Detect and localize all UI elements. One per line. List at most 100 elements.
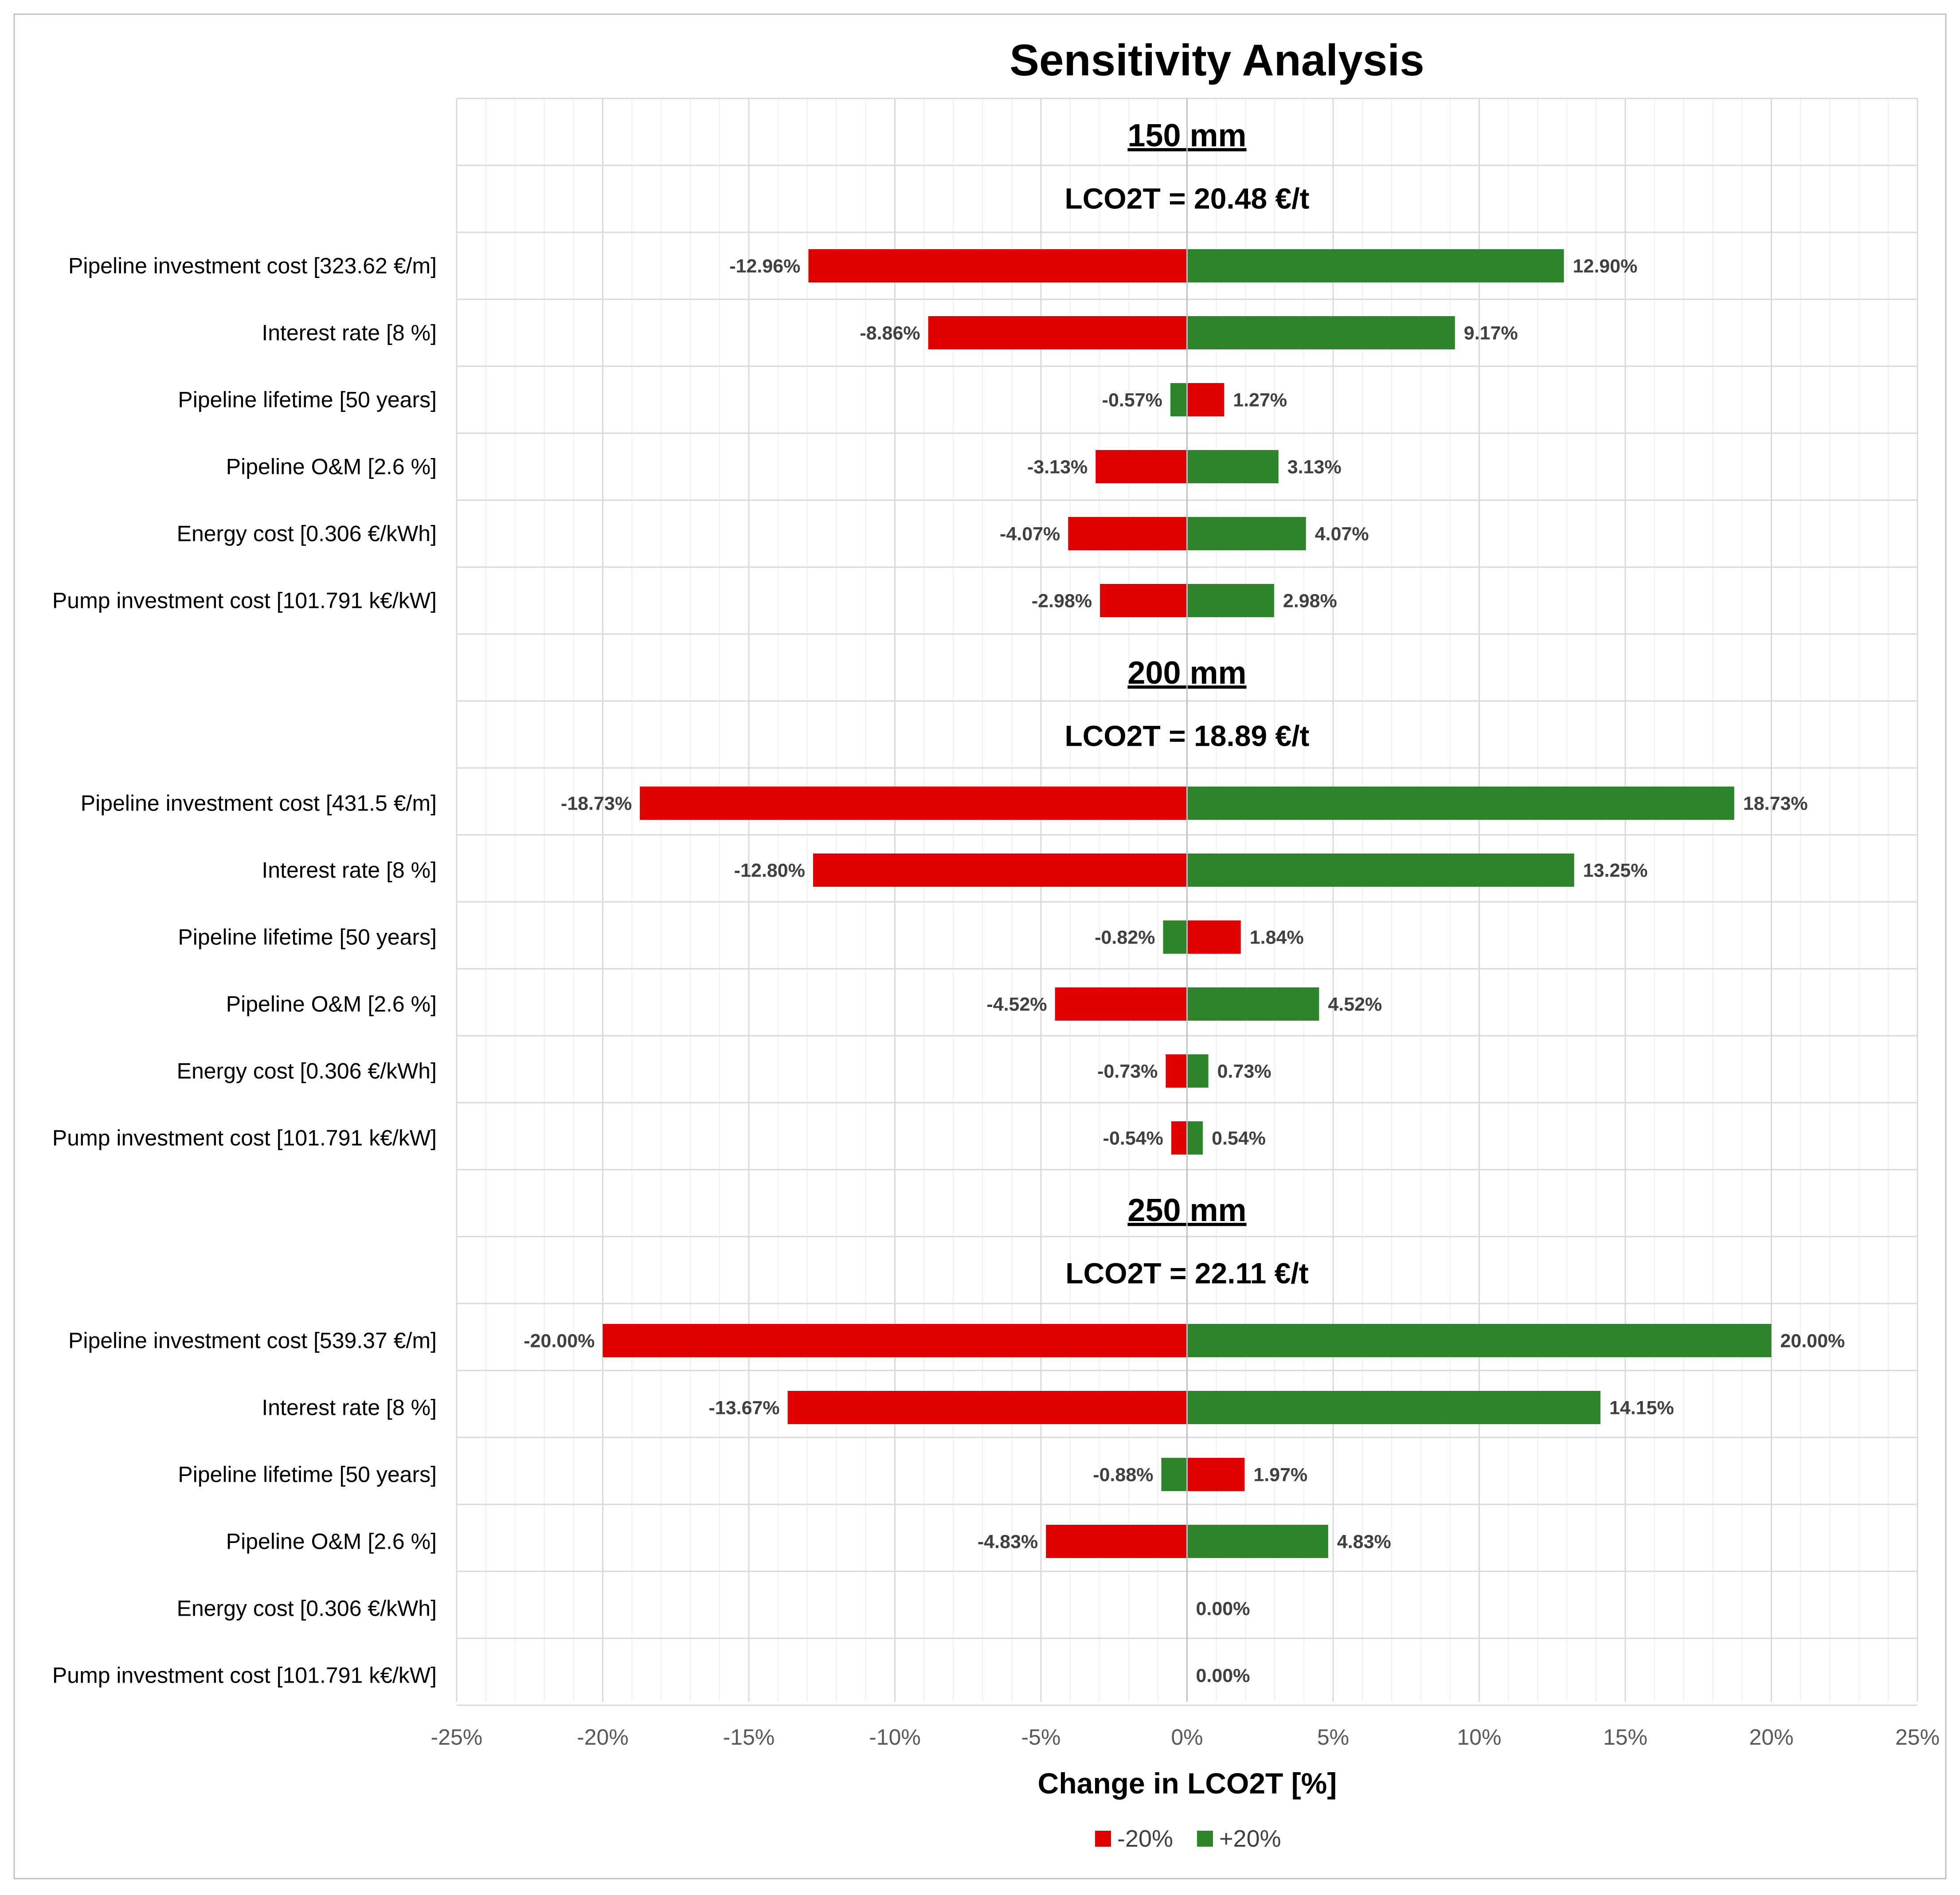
legend-label: -20%: [1117, 1825, 1173, 1852]
bar-minus20: [928, 316, 1187, 349]
data-label-minus20: -12.80%: [734, 860, 805, 881]
bar-minus20: [1171, 1121, 1187, 1155]
bar-plus20: [1187, 1458, 1245, 1491]
data-label-plus20: 18.73%: [1743, 793, 1808, 814]
bar-plus20: [1187, 249, 1564, 282]
data-label-plus20: 0.00%: [1196, 1665, 1250, 1687]
bar-plus20: [1187, 1391, 1600, 1424]
category-label: Pipeline lifetime [50 years]: [178, 388, 437, 412]
category-label: Energy cost [0.306 €/kWh]: [177, 1059, 437, 1084]
bar-plus20: [1187, 920, 1241, 954]
data-label-minus20: -18.73%: [561, 793, 632, 814]
category-label: Pipeline investment cost [539.37 €/m]: [68, 1328, 437, 1353]
data-label-plus20: 14.15%: [1609, 1398, 1674, 1419]
bar-minus20: [1163, 920, 1187, 954]
data-label-plus20: 1.97%: [1253, 1464, 1307, 1486]
data-label-minus20: -4.52%: [986, 994, 1047, 1015]
data-label-minus20: -20.00%: [524, 1331, 595, 1352]
bar-minus20: [808, 249, 1187, 282]
x-tick-label: -25%: [431, 1725, 483, 1750]
bar-minus20: [1068, 517, 1187, 550]
category-label: Pipeline investment cost [431.5 €/m]: [81, 791, 437, 816]
x-axis-label: Change in LCO2T [%]: [1038, 1767, 1337, 1800]
bar-minus20: [1170, 383, 1187, 416]
category-label: Pipeline O&M [2.6 %]: [226, 992, 437, 1017]
bar-plus20: [1187, 854, 1574, 887]
bar-plus20: [1187, 1121, 1203, 1155]
data-label-minus20: -12.96%: [729, 256, 800, 277]
data-label-plus20: 12.90%: [1573, 256, 1638, 277]
x-tick-label: -15%: [723, 1725, 775, 1750]
data-label-minus20: -0.88%: [1093, 1464, 1153, 1486]
bar-minus20: [787, 1391, 1187, 1424]
data-label-minus20: -0.57%: [1102, 390, 1162, 411]
x-tick-label: 10%: [1457, 1725, 1501, 1750]
x-tick-label: 20%: [1749, 1725, 1793, 1750]
bar-minus20: [602, 1324, 1187, 1357]
legend-swatch: [1095, 1831, 1111, 1847]
data-label-minus20: -4.07%: [1000, 524, 1060, 545]
data-label-plus20: 0.54%: [1212, 1128, 1266, 1149]
grid-layer: [456, 98, 1918, 1706]
data-label-plus20: 0.73%: [1217, 1061, 1271, 1082]
x-tick-label: 15%: [1603, 1725, 1647, 1750]
data-label-plus20: 1.84%: [1250, 927, 1304, 948]
data-label-plus20: 1.27%: [1233, 390, 1287, 411]
x-tick-label: 5%: [1317, 1725, 1349, 1750]
bar-plus20: [1187, 1525, 1328, 1558]
data-label-minus20: -2.98%: [1032, 591, 1092, 612]
bar-minus20: [640, 787, 1187, 820]
bar-minus20: [1055, 987, 1187, 1021]
data-label-minus20: -8.86%: [860, 323, 920, 344]
bar-plus20: [1187, 787, 1734, 820]
bar-layer: -12.96% 12.90% -8.86% 9.17% -0.57% 1.27% -3.13…: [524, 98, 1845, 1702]
bar-minus20: [813, 854, 1187, 887]
data-label-plus20: 3.13%: [1287, 457, 1342, 478]
bar-plus20: [1187, 1054, 1209, 1088]
category-label: Energy cost [0.306 €/kWh]: [177, 1596, 437, 1621]
bar-plus20: [1187, 316, 1455, 349]
data-label-minus20: -3.13%: [1027, 457, 1088, 478]
data-label-minus20: -4.83%: [978, 1531, 1038, 1553]
x-tick-label: -20%: [577, 1725, 629, 1750]
bar-minus20: [1095, 450, 1187, 483]
bar-plus20: [1187, 987, 1319, 1021]
bar-minus20: [1100, 584, 1187, 617]
category-label: Pump investment cost [101.791 k€/kW]: [52, 588, 437, 613]
category-label: Pipeline O&M [2.6 %]: [226, 1529, 437, 1554]
bar-plus20: [1187, 517, 1306, 550]
category-label: Pump investment cost [101.791 k€/kW]: [52, 1126, 437, 1151]
legend: -20% +20%: [1095, 1825, 1281, 1852]
data-label-minus20: -0.54%: [1103, 1128, 1163, 1149]
data-label-plus20: 4.07%: [1315, 524, 1369, 545]
category-label: Pipeline investment cost [323.62 €/m]: [68, 254, 437, 278]
data-label-minus20: -0.82%: [1095, 927, 1155, 948]
category-label: Interest rate [8 %]: [262, 321, 437, 345]
category-label: Interest rate [8 %]: [262, 858, 437, 883]
data-label-minus20: -13.67%: [708, 1398, 779, 1419]
data-label-plus20: 13.25%: [1583, 860, 1648, 881]
data-label-plus20: 0.00%: [1196, 1598, 1250, 1620]
data-label-plus20: 20.00%: [1780, 1331, 1845, 1352]
bar-plus20: [1187, 450, 1279, 483]
legend-swatch: [1197, 1831, 1213, 1847]
bar-plus20: [1187, 584, 1274, 617]
bar-minus20: [1161, 1458, 1187, 1491]
category-label: Pump investment cost [101.791 k€/kW]: [52, 1663, 437, 1688]
bar-plus20: [1187, 1324, 1772, 1357]
x-tick-label: 0%: [1171, 1725, 1203, 1750]
bar-minus20: [1166, 1054, 1187, 1088]
x-tick-label: -10%: [869, 1725, 921, 1750]
category-label: Pipeline O&M [2.6 %]: [226, 454, 437, 479]
legend-label: +20%: [1219, 1825, 1281, 1852]
x-tick-label: 25%: [1895, 1725, 1940, 1750]
data-label-minus20: -0.73%: [1097, 1061, 1158, 1082]
category-label: Interest rate [8 %]: [262, 1395, 437, 1420]
category-label: Energy cost [0.306 €/kWh]: [177, 521, 437, 546]
category-label: Pipeline lifetime [50 years]: [178, 925, 437, 950]
data-label-plus20: 4.52%: [1328, 994, 1382, 1015]
data-label-plus20: 9.17%: [1464, 323, 1518, 344]
